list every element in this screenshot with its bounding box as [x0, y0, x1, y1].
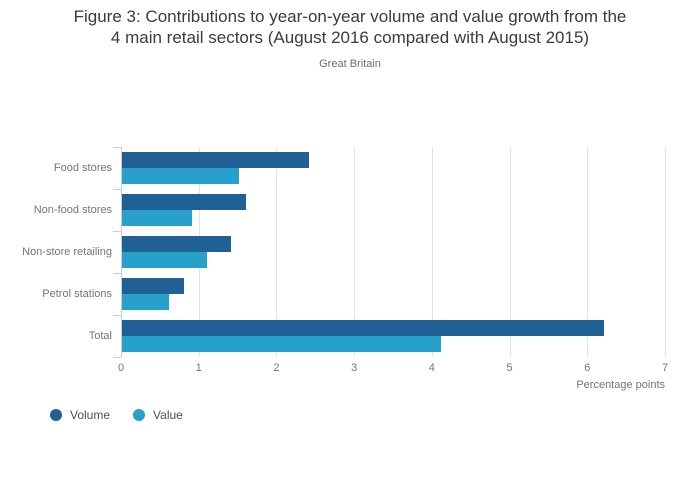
x-tick-label: 4: [428, 362, 435, 374]
bar-value-non-food-stores: [122, 210, 192, 226]
y-axis-tick: [113, 231, 121, 232]
legend-label-volume: Volume: [70, 408, 111, 422]
y-axis-tick: [113, 273, 121, 274]
grid-line: [354, 147, 356, 357]
bar-value-food-stores: [122, 168, 239, 184]
legend: Volume Value: [50, 408, 183, 422]
y-axis-tick: [113, 357, 121, 358]
bar-volume-non-food-stores: [122, 194, 247, 210]
bar-volume-petrol-stations: [122, 278, 185, 294]
chart-title-line: 4 main retail sectors (August 2016 compa…: [110, 28, 590, 47]
grid-line: [431, 147, 433, 357]
x-tick-label: 1: [195, 362, 202, 374]
chart-title: Figure 3: Contributions to year-on-year …: [0, 6, 700, 48]
x-tick-label: 5: [506, 362, 513, 374]
legend-swatch-volume: [50, 409, 62, 421]
grid-line: [665, 147, 666, 357]
category-label-non-store-retailing: Non-store retailing: [22, 246, 112, 258]
grid-line: [509, 147, 511, 357]
grid-line: [587, 147, 589, 357]
chart-title-line: Figure 3: Contributions to year-on-year …: [73, 7, 627, 26]
y-axis-tick: [113, 315, 121, 316]
category-label-non-food-stores: Non-food stores: [33, 204, 112, 216]
bar-volume-total: [122, 320, 604, 336]
y-axis-tick: [113, 189, 121, 190]
bar-value-total: [122, 336, 441, 352]
bar-volume-non-store-retailing: [122, 236, 231, 252]
grid-line: [276, 147, 278, 357]
chart-subtitle: Great Britain: [319, 58, 381, 70]
bar-volume-food-stores: [122, 152, 309, 168]
x-tick-label: 0: [117, 362, 125, 374]
category-label-petrol-stations: Petrol stations: [42, 288, 112, 300]
bar-value-petrol-stations: [122, 294, 169, 310]
y-axis-line: [121, 147, 122, 357]
x-tick-label: 7: [661, 362, 669, 374]
legend-item-volume: Volume: [50, 408, 110, 422]
bar-value-non-store-retailing: [122, 252, 208, 268]
category-label-food-stores: Food stores: [53, 162, 112, 174]
x-tick-label: 3: [351, 362, 358, 374]
x-tick-label: 2: [273, 362, 280, 374]
x-axis-label: Percentage points: [576, 379, 665, 391]
y-axis-tick: [113, 147, 121, 148]
legend-label-value: Value: [153, 408, 183, 422]
legend-item-value: Value: [133, 408, 183, 422]
category-label-total: Total: [88, 330, 112, 342]
x-tick-label: 6: [584, 362, 591, 374]
legend-swatch-value: [133, 409, 146, 421]
